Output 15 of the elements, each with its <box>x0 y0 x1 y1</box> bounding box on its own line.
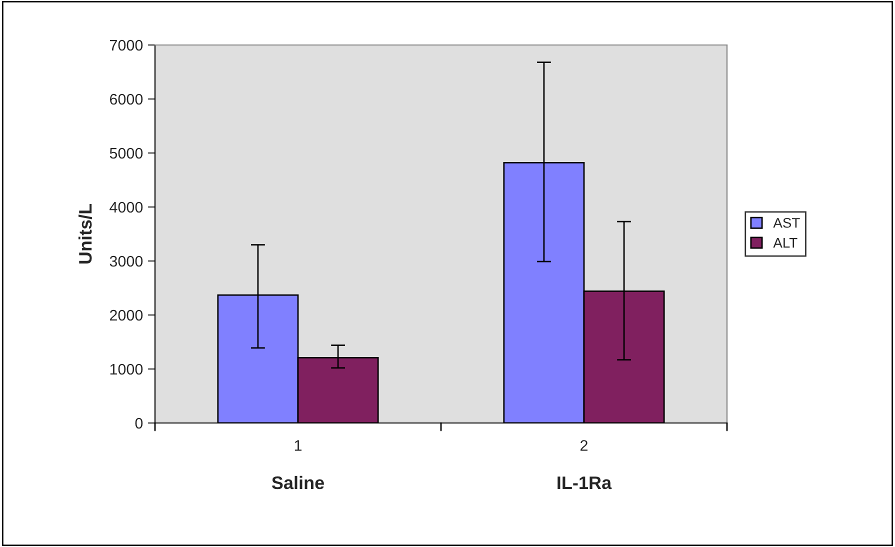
legend-label: AST <box>773 218 800 228</box>
y-tick-label: 6000 <box>110 94 143 105</box>
text: IL-1Ra <box>558 476 612 490</box>
y-tick-label: 5000 <box>110 148 143 159</box>
text: Saline <box>272 476 324 490</box>
legend-label: ALT <box>773 238 798 248</box>
y-axis-title: Units/L <box>78 204 92 264</box>
y-tick-label: 7000 <box>110 40 143 51</box>
y-tick-label: 3000 <box>110 256 143 267</box>
y-tick-label: 1000 <box>110 364 143 375</box>
y-tick-label: 2000 <box>110 310 143 321</box>
x-tick-label: 2 <box>580 440 588 451</box>
x-tick-label: 1 <box>294 440 302 451</box>
y-tick-label: 4000 <box>110 202 143 213</box>
y-tick-label: 0 <box>135 418 143 429</box>
